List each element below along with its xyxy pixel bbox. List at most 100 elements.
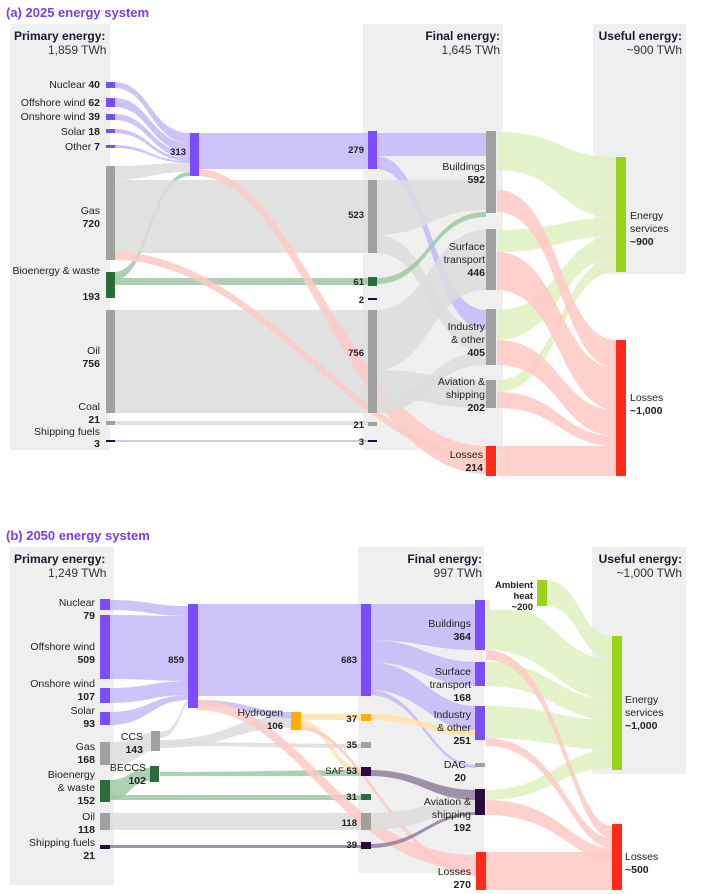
panel-b-title: (b) 2050 energy system bbox=[6, 528, 150, 543]
node-coal bbox=[106, 421, 115, 425]
value-services-a: ~900 bbox=[630, 236, 654, 248]
flow-ccs-elec-b bbox=[160, 700, 190, 738]
node-onshore-b bbox=[100, 688, 110, 703]
flow-oil-industry bbox=[376, 352, 486, 413]
node-gas-b bbox=[100, 742, 110, 765]
node-ambient bbox=[537, 580, 547, 606]
value-solar-b: 93 bbox=[83, 718, 95, 730]
node-gas-final bbox=[368, 180, 377, 253]
node-other bbox=[106, 145, 115, 148]
node-services-a bbox=[616, 157, 626, 272]
label-oil: Oil bbox=[87, 345, 100, 357]
flow-onshore-electricity bbox=[114, 114, 190, 158]
label-surface-b2: transport bbox=[430, 679, 472, 691]
final-nodes-a: Buildings 592 Surface transport 446 Indu… bbox=[438, 131, 496, 476]
label-ambient-2: heat bbox=[513, 591, 533, 602]
label-other: Other 7 bbox=[65, 141, 100, 153]
node-losses-useful-b bbox=[612, 824, 622, 890]
label-gas: Gas bbox=[81, 205, 100, 217]
label-industry-b2: & other bbox=[437, 722, 471, 734]
label-losses-useful-b: Losses bbox=[625, 851, 658, 863]
useful-header-b: Useful energy: bbox=[599, 552, 682, 566]
flow-h2-final-b bbox=[300, 714, 363, 720]
value-losses-final-b: 270 bbox=[453, 879, 471, 891]
label-services-b2: services bbox=[625, 707, 664, 719]
value-ship-b: 21 bbox=[83, 850, 95, 862]
primary-nodes-a bbox=[106, 82, 115, 442]
value-h2-final-b: 37 bbox=[346, 714, 357, 725]
flow-industry-services bbox=[497, 236, 616, 340]
label-industry-b1: Industry bbox=[434, 709, 472, 721]
node-oil-b bbox=[100, 813, 110, 830]
label-ship-b: Shipping fuels bbox=[29, 837, 95, 849]
label-services-a1: Energy bbox=[630, 210, 664, 222]
value-elec-out-a: 279 bbox=[348, 145, 364, 156]
useful-header: Useful energy: bbox=[599, 29, 682, 43]
node-electricity-a bbox=[190, 133, 199, 176]
flow-ambient-services-b bbox=[545, 580, 612, 660]
label-bio-b2: & waste bbox=[58, 782, 96, 794]
node-dac bbox=[475, 763, 485, 767]
value-nuclear-b: 79 bbox=[83, 610, 95, 622]
primary-total-b: 1,249 TWh bbox=[48, 566, 106, 580]
flow-final-losses-b bbox=[486, 852, 612, 890]
flow-industry-losses-b bbox=[486, 738, 612, 848]
value-services-b: ~1,000 bbox=[625, 720, 658, 732]
label-coal: Coal bbox=[78, 401, 100, 413]
value-oil: 756 bbox=[82, 358, 100, 370]
node-beccs bbox=[150, 766, 159, 782]
label-aviation-a1: Aviation & bbox=[438, 376, 485, 388]
flow-buildings-losses bbox=[497, 190, 616, 368]
value-aviation-a: 202 bbox=[467, 402, 485, 414]
value-oil-final-a: 756 bbox=[348, 348, 364, 359]
label-gas-b: Gas bbox=[76, 741, 95, 753]
flow-oil-surface bbox=[376, 230, 486, 370]
primary-header-b: Primary energy: bbox=[14, 552, 105, 566]
label-industry-a2: & other bbox=[451, 334, 485, 346]
value-industry-b: 251 bbox=[453, 735, 471, 747]
flow-electricity-main bbox=[197, 133, 369, 169]
value-dac: 20 bbox=[454, 772, 466, 784]
node-shipping bbox=[106, 440, 115, 442]
value-losses-final-a: 214 bbox=[465, 462, 483, 474]
value-gas-b: 168 bbox=[77, 754, 95, 766]
value-bio: 193 bbox=[82, 291, 100, 303]
node-bio-final bbox=[368, 277, 377, 286]
value-losses-useful-a: ~1,000 bbox=[630, 405, 663, 417]
value-oil-final-b: 118 bbox=[342, 818, 357, 829]
value-coal: 21 bbox=[88, 414, 100, 426]
node-ccs bbox=[151, 731, 160, 751]
flow-h2-industry-b bbox=[369, 714, 476, 736]
flow-offshore-elec-b bbox=[109, 615, 190, 681]
final-total: 1,645 TWh bbox=[442, 43, 500, 57]
node-gas-final-b bbox=[361, 742, 371, 748]
primary-header: Primary energy: bbox=[14, 29, 105, 43]
value-gas-final-b: 35 bbox=[346, 740, 357, 751]
final-header: Final energy: bbox=[425, 29, 500, 43]
label-industry-a1: Industry bbox=[448, 321, 486, 333]
label-dac: DAC bbox=[444, 759, 467, 771]
primary-labels-b: Nuclear 79 Offshore wind 509 Onshore win… bbox=[29, 597, 146, 862]
label-offshore: Offshore wind 62 bbox=[21, 97, 100, 109]
value-ccs: 143 bbox=[125, 744, 143, 756]
final-nodes-b: Buildings 364 Surface transport 168 Indu… bbox=[424, 600, 486, 891]
value-buildings-a: 592 bbox=[467, 174, 485, 186]
flow-offshore-electricity bbox=[114, 98, 190, 152]
label-surface-a1: Surface bbox=[449, 241, 485, 253]
flow-elec-losses bbox=[197, 169, 486, 474]
node-industry-b bbox=[475, 706, 485, 740]
value-bio-b: 152 bbox=[77, 795, 95, 807]
node-oil-final-b bbox=[361, 813, 371, 830]
flow-industry-losses bbox=[497, 340, 616, 436]
node-oil-final bbox=[368, 310, 377, 413]
label-aviation-a2: shipping bbox=[446, 389, 485, 401]
value-saf: SAF 53 bbox=[325, 766, 357, 777]
node-elec-final-b bbox=[361, 604, 371, 696]
primary-labels-a: Nuclear 40 Offshore wind 62 Onshore wind… bbox=[12, 79, 100, 450]
value-buildings-b: 364 bbox=[453, 631, 471, 643]
value-ship-final-b: 39 bbox=[346, 840, 357, 851]
primary-nodes-b bbox=[100, 599, 160, 849]
node-offshore bbox=[106, 98, 115, 107]
primary-panel-bg bbox=[10, 24, 110, 450]
value-ambient: ~200 bbox=[512, 602, 533, 613]
